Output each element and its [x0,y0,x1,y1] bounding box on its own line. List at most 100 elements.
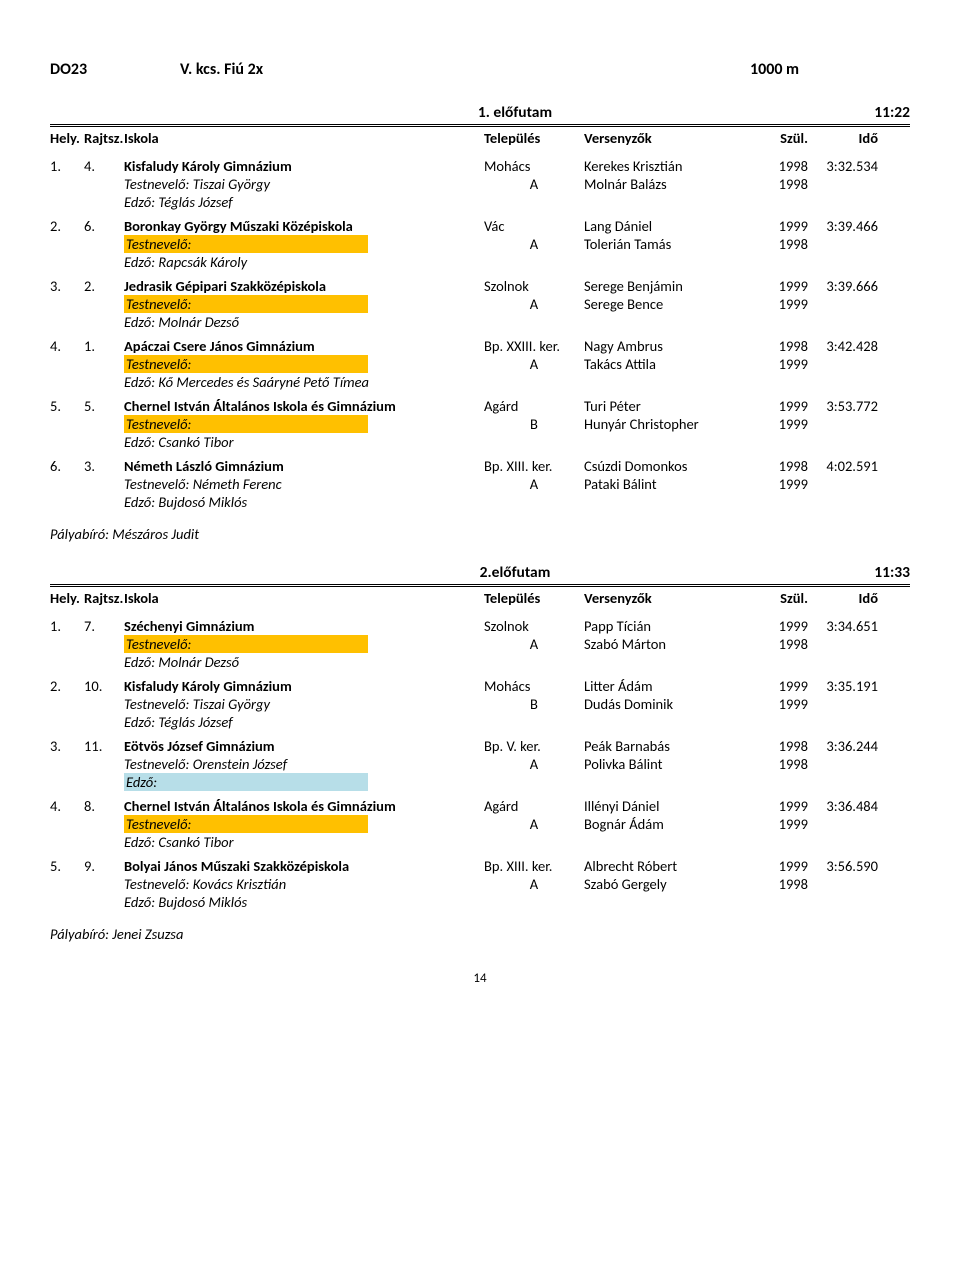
coach: Edző: Molnár Dezső [124,313,484,331]
col-time: Idő [808,589,878,607]
col-name: Versenyzők [584,589,764,607]
birth-year: 1998 [764,157,808,175]
page-number: 14 [50,971,910,986]
town: Szolnok [484,617,584,635]
town: Bp. XIII. ker. [484,457,584,475]
start-number: 1. [84,337,124,355]
competitor-name: Serege Bence [584,295,764,313]
result-row: 5.5.Chernel István Általános Iskola és G… [50,397,910,415]
trainer-text: Testnevelő: Kovács Krisztián [124,875,286,893]
col-year: Szül. [764,129,808,147]
col-school: Iskola [124,589,484,607]
competitor-name: Csúzdi Domonkos [584,457,764,475]
start-number: 7. [84,617,124,635]
coach-text: Edző: Téglás József [124,713,233,731]
start-number: 8. [84,797,124,815]
result-time: 3:35.191 [808,677,878,695]
sub-row: Testnevelő:ASerege Bence1999 [50,295,910,313]
competitor-name: Peák Barnabás [584,737,764,755]
sub-row: Testnevelő: Tiszai GyörgyBDudás Dominik1… [50,695,910,713]
start-number: 3. [84,457,124,475]
school-name: Kisfaludy Károly Gimnázium [124,677,484,695]
birth-year: 1999 [764,815,808,833]
birth-year: 1999 [764,217,808,235]
col-name: Versenyzők [584,129,764,147]
place: 6. [50,457,84,475]
col-start: Rajtsz. [84,589,124,607]
coach-text: Edző: Molnár Dezső [124,653,239,671]
sub-row: Testnevelő:ATolerián Tamás1998 [50,235,910,253]
result-time: 3:42.428 [808,337,878,355]
result-row: 1.7.Széchenyi GimnáziumSzolnokPapp Tíciá… [50,617,910,635]
trainer-text: Testnevelő: [124,355,368,373]
lane: A [484,815,584,833]
coach-row: Edző: Rapcsák Károly [50,253,910,271]
school-name: Széchenyi Gimnázium [124,617,484,635]
heat-time: 11:22 [850,103,910,122]
sub-row: Testnevelő: Kovács KrisztiánASzabó Gerge… [50,875,910,893]
result-row: 2.10.Kisfaludy Károly GimnáziumMohácsLit… [50,677,910,695]
birth-year: 1999 [764,277,808,295]
town: Bp. XXIII. ker. [484,337,584,355]
result-row: 4.1.Apáczai Csere János GimnáziumBp. XXI… [50,337,910,355]
trainer: Testnevelő: Tiszai György [124,175,484,193]
trainer: Testnevelő: Németh Ferenc [124,475,484,493]
start-number: 5. [84,397,124,415]
coach-row: Edző: Csankó Tibor [50,833,910,851]
heats-container: 1. előfutam11:22Hely.Rajtsz.IskolaTelepü… [50,103,910,943]
col-town: Település [484,589,584,607]
birth-year: 1998 [764,457,808,475]
result-row: 2.6.Boronkay György Műszaki KözépiskolaV… [50,217,910,235]
coach: Edző: Molnár Dezső [124,653,484,671]
coach-text: Edző: Csankó Tibor [124,833,234,851]
col-time: Idő [808,129,878,147]
town: Bp. XIII. ker. [484,857,584,875]
coach-row: Edző: Kő Mercedes és Saáryné Pető Tímea [50,373,910,391]
coach-text: Edző: Bujdosó Miklós [124,493,247,511]
coach-row: Edző: Molnár Dezső [50,313,910,331]
result-time: 3:53.772 [808,397,878,415]
trainer: Testnevelő: [124,635,484,653]
coach-text: Edző: Csankó Tibor [124,433,234,451]
school-name: Apáczai Csere János Gimnázium [124,337,484,355]
coach: Edző: Téglás József [124,713,484,731]
coach-row: Edző: Bujdosó Miklós [50,493,910,511]
result-row: 3.2.Jedrasik Gépipari SzakközépiskolaSzo… [50,277,910,295]
start-number: 9. [84,857,124,875]
coach-text: Edző: Kő Mercedes és Saáryné Pető Tímea [124,373,369,391]
birth-year: 1999 [764,677,808,695]
result-time: 3:56.590 [808,857,878,875]
referee: Pályabíró: Jenei Zsuzsa [50,925,910,943]
trainer-text: Testnevelő: Orenstein József [124,755,287,773]
start-number: 11. [84,737,124,755]
birth-year: 1999 [764,415,808,433]
trainer-text: Testnevelő: Tiszai György [124,695,270,713]
sub-row: Testnevelő: Németh FerencAPataki Bálint1… [50,475,910,493]
coach-row: Edző: Téglás József [50,193,910,211]
coach: Edző: Bujdosó Miklós [124,493,484,511]
competitor-name: Tolerián Tamás [584,235,764,253]
lane: A [484,295,584,313]
coach: Edző: Rapcsák Károly [124,253,484,271]
school-name: Jedrasik Gépipari Szakközépiskola [124,277,484,295]
start-number: 2. [84,277,124,295]
lane: A [484,635,584,653]
birth-year: 1999 [764,295,808,313]
birth-year: 1998 [764,235,808,253]
lane: A [484,755,584,773]
col-town: Település [484,129,584,147]
birth-year: 1998 [764,737,808,755]
trainer: Testnevelő: [124,815,484,833]
place: 1. [50,157,84,175]
competitor-name: Illényi Dániel [584,797,764,815]
competitor-name: Litter Ádám [584,677,764,695]
competitor-name: Takács Attila [584,355,764,373]
birth-year: 1999 [764,857,808,875]
school-name: Chernel István Általános Iskola és Gimná… [124,797,484,815]
place: 2. [50,217,84,235]
start-number: 4. [84,157,124,175]
trainer-text: Testnevelő: Tiszai György [124,175,270,193]
place: 3. [50,737,84,755]
lane: A [484,875,584,893]
coach-text: Edző: Bujdosó Miklós [124,893,247,911]
